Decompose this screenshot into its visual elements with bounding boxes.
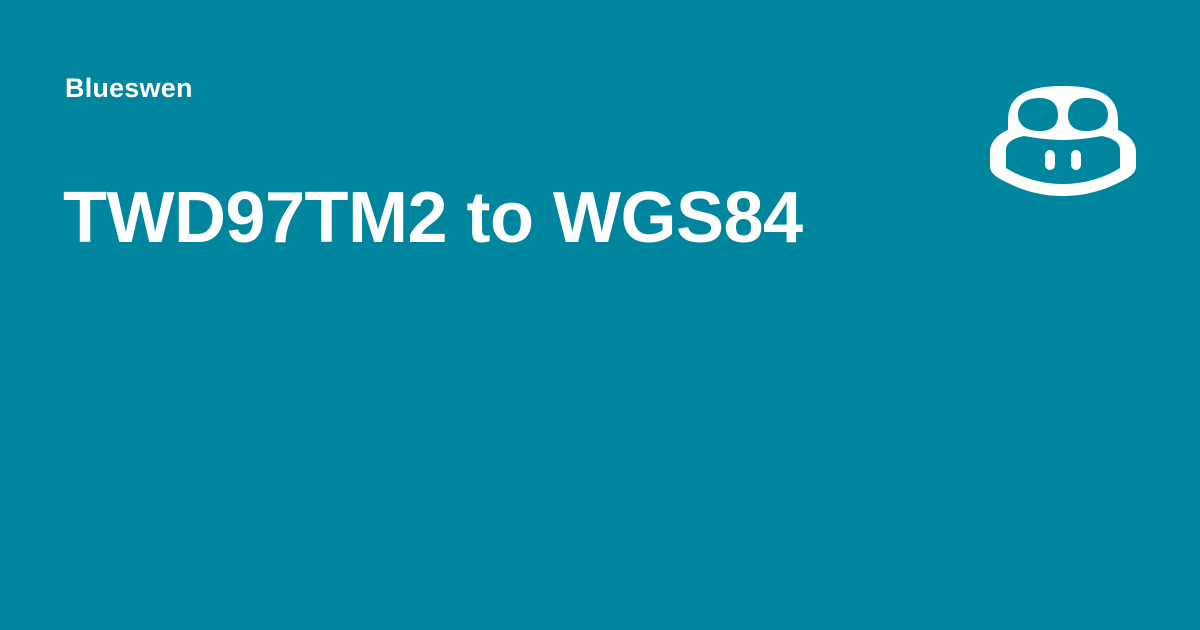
copilot-icon: [990, 86, 1136, 196]
author-name: Blueswen: [65, 73, 193, 103]
page-title: TWD97TM2 to WGS84: [63, 178, 803, 258]
